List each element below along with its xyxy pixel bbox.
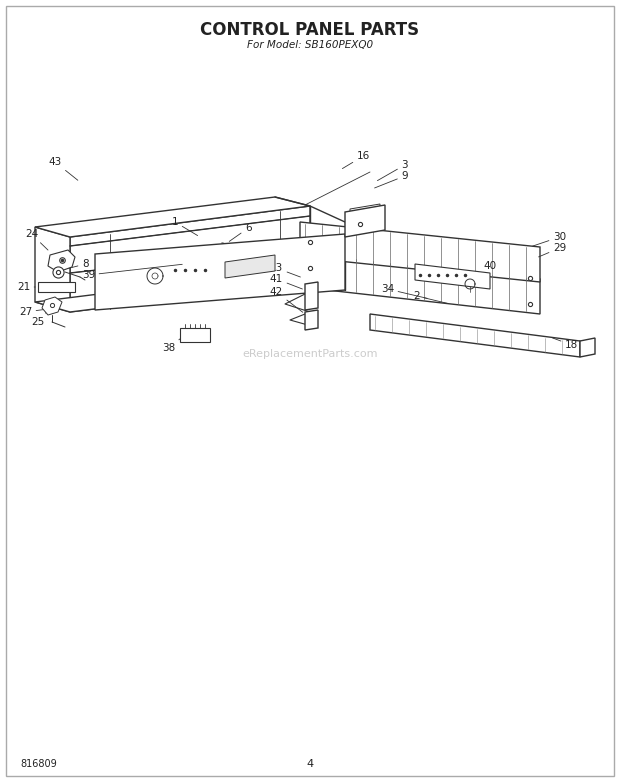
Text: 816809: 816809 — [20, 759, 57, 769]
Text: 3: 3 — [378, 160, 408, 181]
Text: 43: 43 — [48, 157, 78, 181]
Text: 27: 27 — [19, 307, 45, 317]
Polygon shape — [48, 250, 75, 272]
Text: 16: 16 — [342, 151, 370, 169]
Text: 40: 40 — [472, 261, 496, 280]
Text: 8: 8 — [69, 259, 89, 269]
Polygon shape — [70, 206, 310, 312]
Text: CONTROL PANEL PARTS: CONTROL PANEL PARTS — [200, 21, 420, 39]
Text: 2: 2 — [414, 291, 447, 303]
Polygon shape — [305, 310, 318, 330]
Text: For Model: SB160PEXQ0: For Model: SB160PEXQ0 — [247, 40, 373, 50]
Polygon shape — [38, 282, 75, 292]
Polygon shape — [300, 222, 540, 282]
Text: 30: 30 — [533, 232, 566, 246]
Polygon shape — [300, 252, 540, 314]
Text: 29: 29 — [539, 243, 566, 257]
Text: 4: 4 — [306, 759, 314, 769]
Text: 24: 24 — [25, 229, 48, 250]
Text: 41: 41 — [270, 274, 303, 289]
Text: 25: 25 — [32, 312, 46, 327]
Text: 21: 21 — [17, 282, 35, 292]
Text: 6: 6 — [229, 223, 252, 242]
Text: 18: 18 — [552, 338, 578, 350]
Text: 42: 42 — [270, 287, 303, 312]
Text: 34: 34 — [381, 284, 427, 299]
Polygon shape — [35, 227, 70, 312]
Polygon shape — [35, 197, 310, 237]
Text: 38: 38 — [162, 337, 183, 353]
Polygon shape — [580, 338, 595, 357]
Polygon shape — [345, 205, 385, 237]
Text: 13: 13 — [270, 263, 301, 277]
Polygon shape — [42, 297, 62, 315]
Text: eReplacementParts.com: eReplacementParts.com — [242, 349, 378, 359]
Polygon shape — [350, 204, 380, 222]
Polygon shape — [180, 328, 210, 342]
Text: 39: 39 — [82, 264, 182, 280]
Polygon shape — [370, 314, 580, 357]
Polygon shape — [95, 234, 345, 310]
Polygon shape — [415, 264, 490, 289]
Polygon shape — [35, 272, 310, 312]
Polygon shape — [225, 255, 275, 278]
Text: 1: 1 — [172, 217, 198, 235]
Polygon shape — [305, 282, 318, 310]
Text: 9: 9 — [374, 171, 408, 188]
